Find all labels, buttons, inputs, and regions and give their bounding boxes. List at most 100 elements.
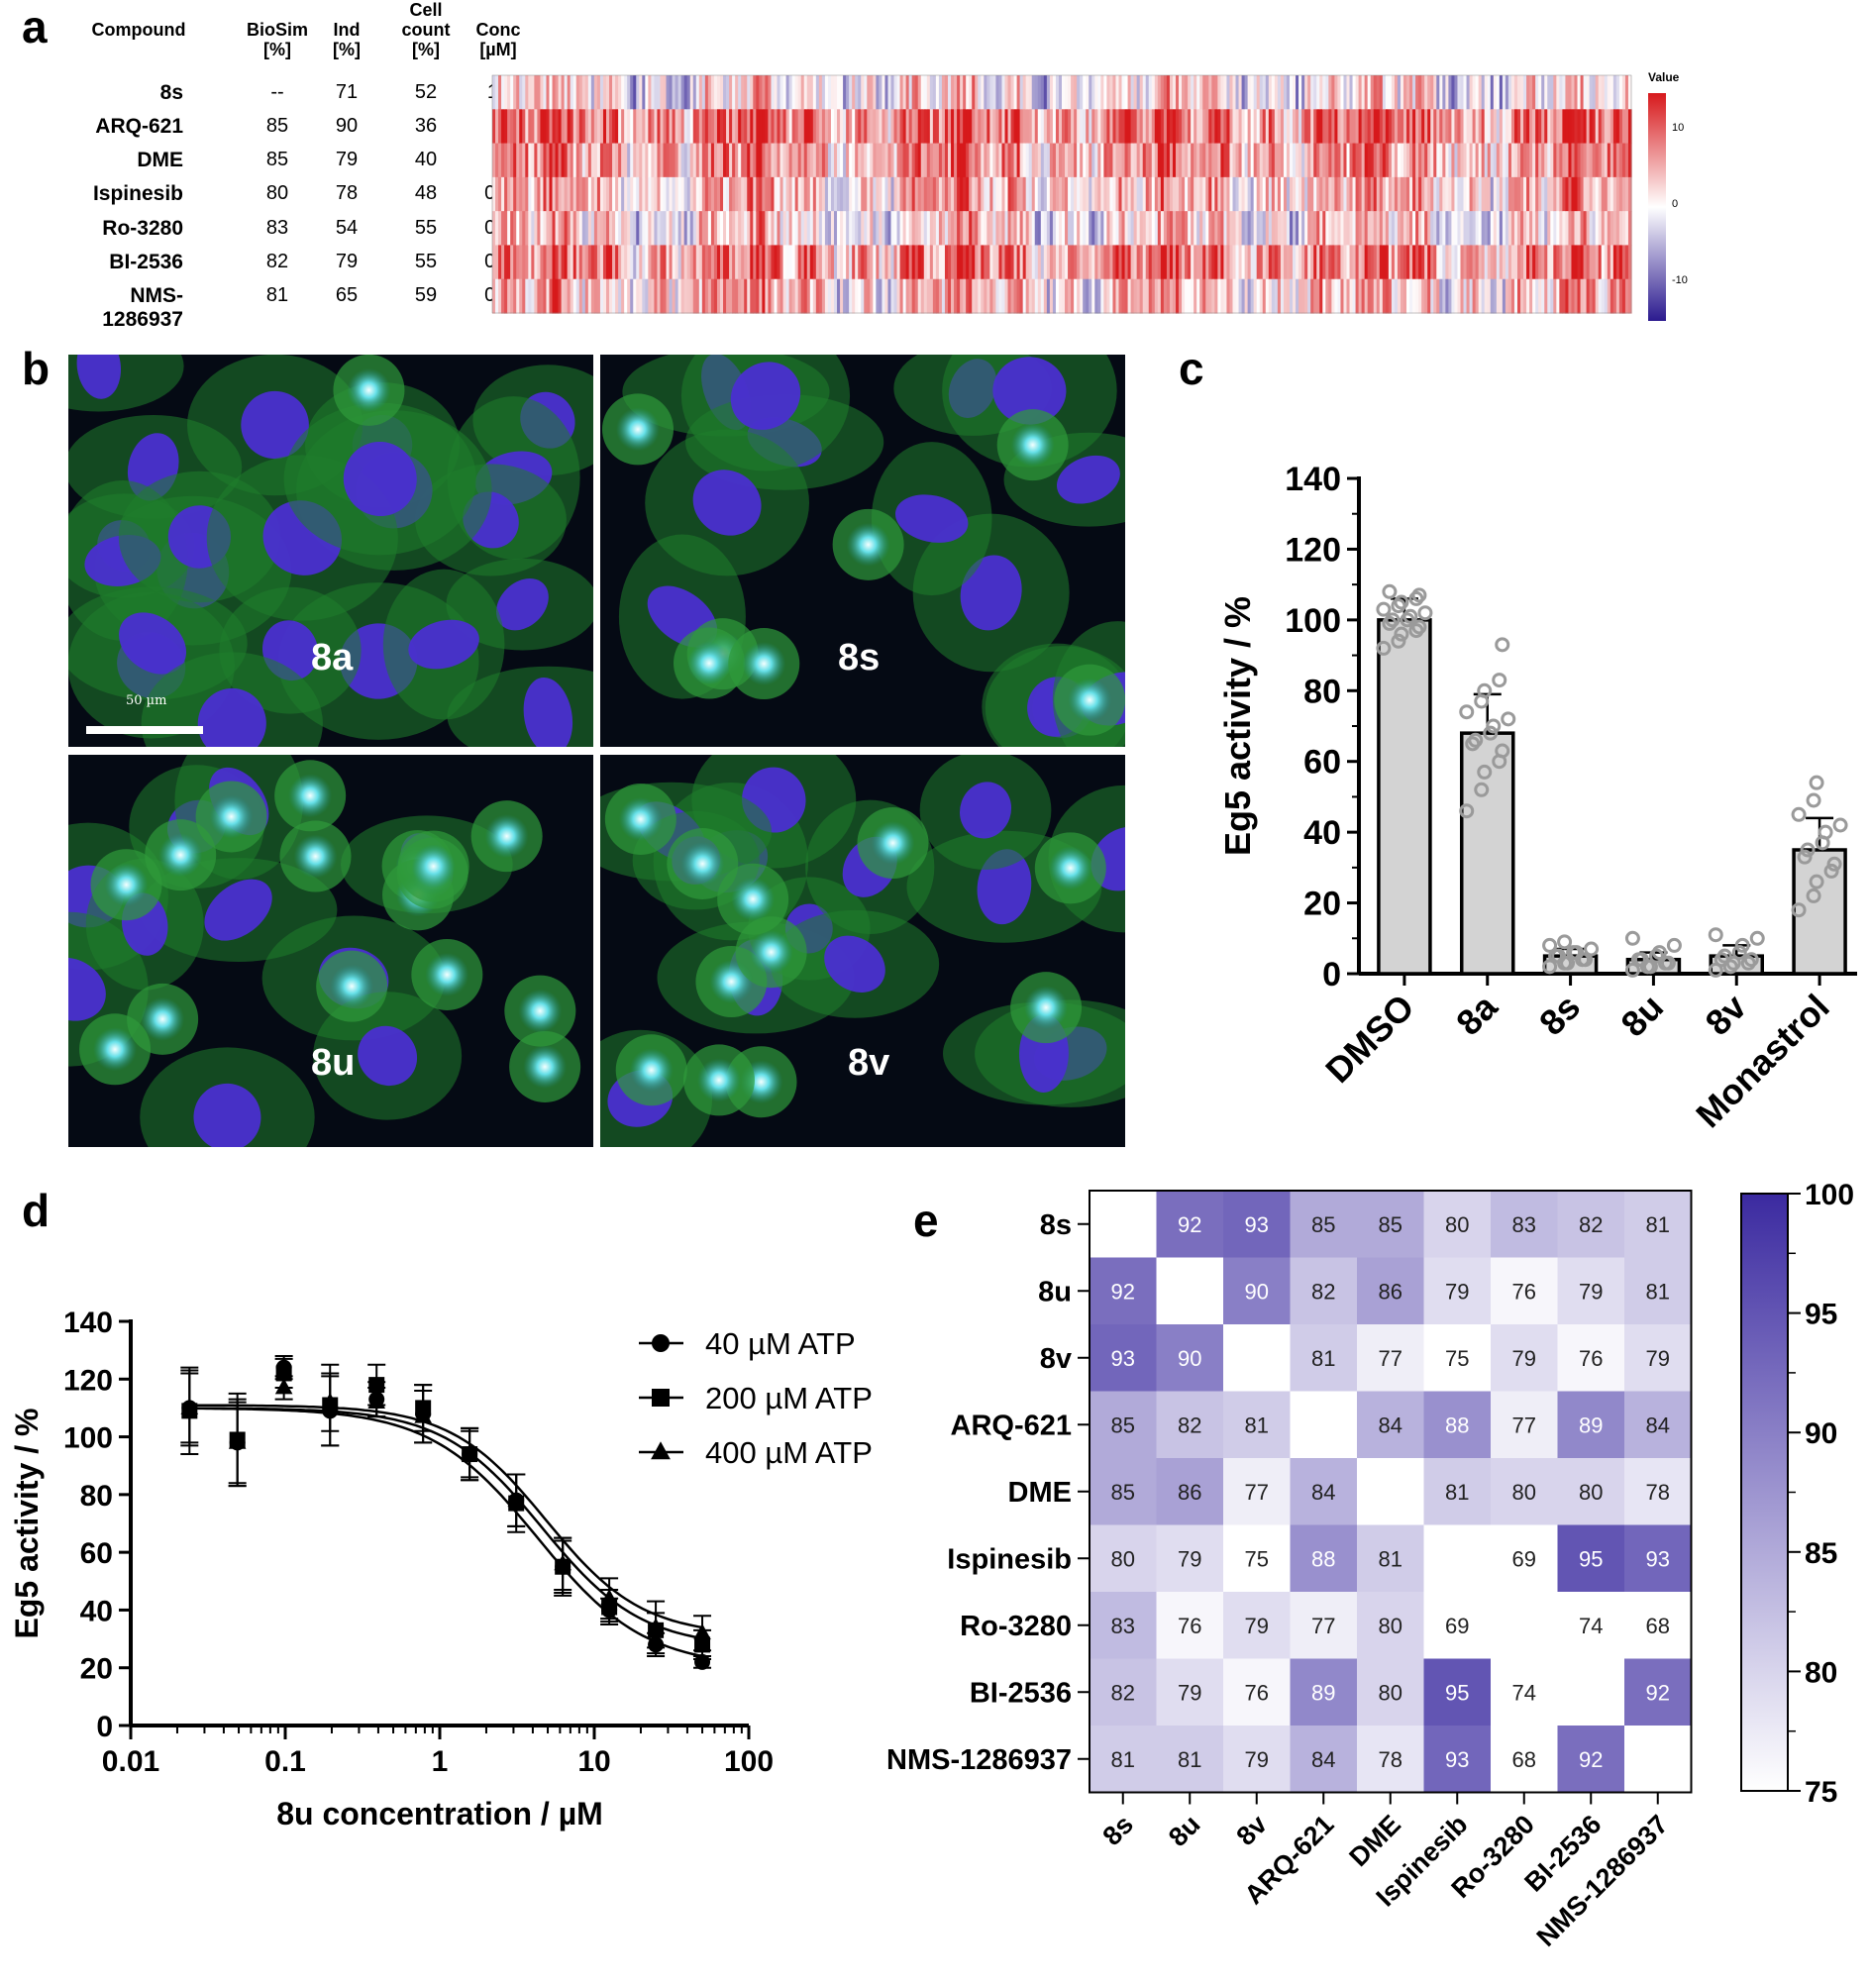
heatmap-cell [564, 245, 569, 280]
heatmap-cell [677, 143, 682, 178]
heatmap-cell [779, 245, 784, 280]
heatmap-cell [540, 75, 545, 110]
x-tick-label: 8v [1698, 987, 1754, 1043]
heatmap-cell [941, 109, 946, 145]
heatmap-cell [1220, 176, 1225, 212]
heatmap-cell [1397, 278, 1402, 314]
heatmap-cell [969, 109, 973, 145]
heatmap-cell [1296, 176, 1299, 212]
heatmap-cell [756, 211, 760, 247]
heatmap-cell [627, 143, 631, 178]
heatmap-cell [843, 245, 847, 280]
heatmap-cell [794, 245, 799, 280]
nucleus [992, 357, 1067, 425]
heatmap-cell [1176, 211, 1180, 247]
y-tick-label: 140 [63, 1307, 113, 1339]
heatmap-cell [720, 109, 724, 145]
heatmap-cell [750, 211, 754, 247]
heatmap-cell [1586, 211, 1591, 247]
heatmap-cell [531, 211, 535, 247]
heatmap-cell [887, 211, 892, 247]
heatmap-cell [540, 211, 545, 247]
heatmap-cell [1571, 176, 1576, 212]
heatmap-cell [1010, 211, 1015, 247]
heatmap-cell [1130, 176, 1135, 212]
heatmap-cell [704, 109, 709, 145]
heatmap-cell [920, 109, 925, 145]
heatmap-cell [510, 109, 514, 145]
heatmap-cell [1328, 143, 1332, 178]
heatmap-cell [1565, 75, 1570, 110]
data-point [368, 1377, 385, 1394]
heatmap-cell [1304, 109, 1308, 145]
heatmap-cell [507, 143, 511, 178]
heatmap-cell [1118, 75, 1123, 110]
heatmap-cell [713, 143, 718, 178]
heatmap-cell [1423, 1458, 1492, 1525]
heatmap-cell [504, 176, 508, 212]
heatmap-cell [564, 278, 569, 314]
heatmap-cell [1182, 176, 1186, 212]
heatmap-cell [1454, 278, 1459, 314]
heatmap-cell [1283, 278, 1288, 314]
heatmap-cell [590, 211, 595, 247]
heatmap-cell [1028, 278, 1033, 314]
table-header-line: Cell [409, 0, 443, 20]
heatmap-cell [779, 75, 784, 110]
heatmap-cell [824, 278, 829, 314]
heatmap-cell [960, 75, 964, 110]
data-point [1584, 941, 1600, 957]
heatmap-cell [1526, 109, 1530, 145]
heatmap-cell [645, 75, 649, 110]
heatmap-cell [1247, 176, 1252, 212]
heatmap-cell [531, 109, 535, 145]
y-tick-label: 140 [1285, 461, 1341, 498]
heatmap-cell [1331, 143, 1335, 178]
heatmap-cell [528, 278, 532, 314]
heatmap-cell [935, 176, 940, 212]
heatmap-cell [1430, 278, 1434, 314]
heatmap-cell [1001, 176, 1006, 212]
heatmap-cell [954, 75, 958, 110]
heatmap-cell [1223, 1458, 1291, 1525]
heatmap-cell [1490, 176, 1495, 212]
heatmap-cell [1046, 109, 1051, 145]
heatmap-cell [830, 176, 835, 212]
heatmap-cell [920, 211, 925, 247]
heatmap-cell [581, 211, 586, 247]
heatmap-cell [1223, 1726, 1291, 1793]
fit-curve [189, 1404, 703, 1629]
heatmap-cell [1355, 109, 1360, 145]
heatmap-cell [1133, 109, 1138, 145]
heatmap-cell [768, 211, 773, 247]
heatmap-cell [609, 278, 613, 314]
heatmap-cell [1074, 143, 1078, 178]
heatmap-cell [809, 278, 814, 314]
heatmap-cell [1601, 143, 1606, 178]
heatmap-cell [1535, 143, 1539, 178]
heatmap-cell [941, 211, 946, 247]
heatmap-cell [672, 211, 676, 247]
heatmap-cell [1235, 245, 1240, 280]
heatmap-cell [1290, 1458, 1358, 1525]
heatmap-cell [1256, 211, 1261, 247]
heatmap-cell [1290, 278, 1294, 314]
heatmap-cell [1001, 109, 1006, 145]
heatmap-cell [1520, 176, 1524, 212]
heatmap-cell [774, 211, 779, 247]
heatmap-cell [534, 109, 538, 145]
heatmap-cell [683, 75, 688, 110]
heatmap-cell [1253, 245, 1258, 280]
heatmap-cell [531, 278, 535, 314]
heatmap-cell [887, 143, 892, 178]
heatmap-cell [840, 143, 844, 178]
heatmap-cell [1475, 211, 1480, 247]
heatmap-cell [720, 278, 724, 314]
heatmap-cell [596, 245, 601, 280]
heatmap-cell [1541, 176, 1545, 212]
heatmap-cell [1358, 211, 1363, 247]
heatmap-cell [960, 245, 964, 280]
heatmap-cell [1409, 143, 1413, 178]
heatmap-cell [1191, 75, 1194, 110]
